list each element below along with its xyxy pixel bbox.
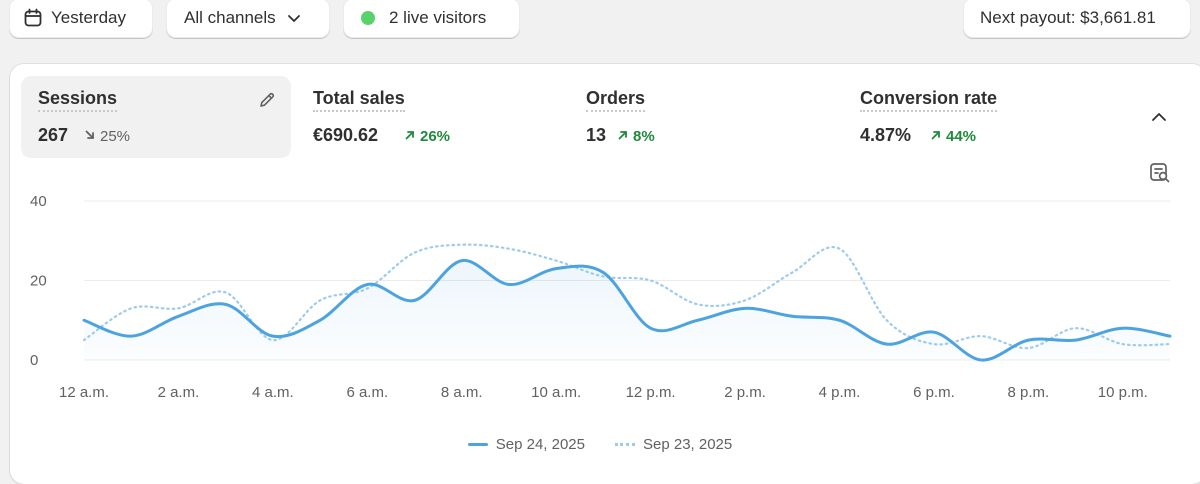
y-tick-label: 0 [30, 352, 38, 369]
x-tick-label: 12 a.m. [59, 384, 109, 401]
series-area [84, 260, 1170, 360]
x-tick-label: 12 p.m. [626, 384, 676, 401]
legend-label: Sep 23, 2025 [643, 436, 732, 453]
x-tick-label: 2 p.m. [724, 384, 766, 401]
x-tick-label: 6 a.m. [346, 384, 388, 401]
legend-item-current[interactable]: Sep 24, 2025 [468, 436, 585, 453]
x-tick-label: 4 a.m. [252, 384, 294, 401]
legend-label: Sep 24, 2025 [496, 436, 585, 453]
y-tick-label: 20 [30, 273, 47, 290]
legend-solid-line [468, 443, 488, 446]
sessions-chart: 0 20 40 12 a.m. 2 a.m. 4 a.m. 6 a.m. 8 a.m. 10 a… [0, 0, 1200, 466]
chart-legend: Sep 24, 2025 Sep 23, 2025 [0, 436, 1200, 453]
legend-dotted-line [615, 443, 635, 446]
x-tick-label: 4 p.m. [819, 384, 861, 401]
x-tick-label: 10 p.m. [1098, 384, 1148, 401]
x-tick-label: 2 a.m. [158, 384, 200, 401]
x-tick-label: 8 a.m. [441, 384, 483, 401]
legend-item-previous[interactable]: Sep 23, 2025 [615, 436, 732, 453]
x-tick-label: 10 a.m. [531, 384, 581, 401]
x-tick-label: 6 p.m. [913, 384, 955, 401]
y-tick-label: 40 [30, 193, 47, 210]
x-tick-label: 8 p.m. [1008, 384, 1050, 401]
